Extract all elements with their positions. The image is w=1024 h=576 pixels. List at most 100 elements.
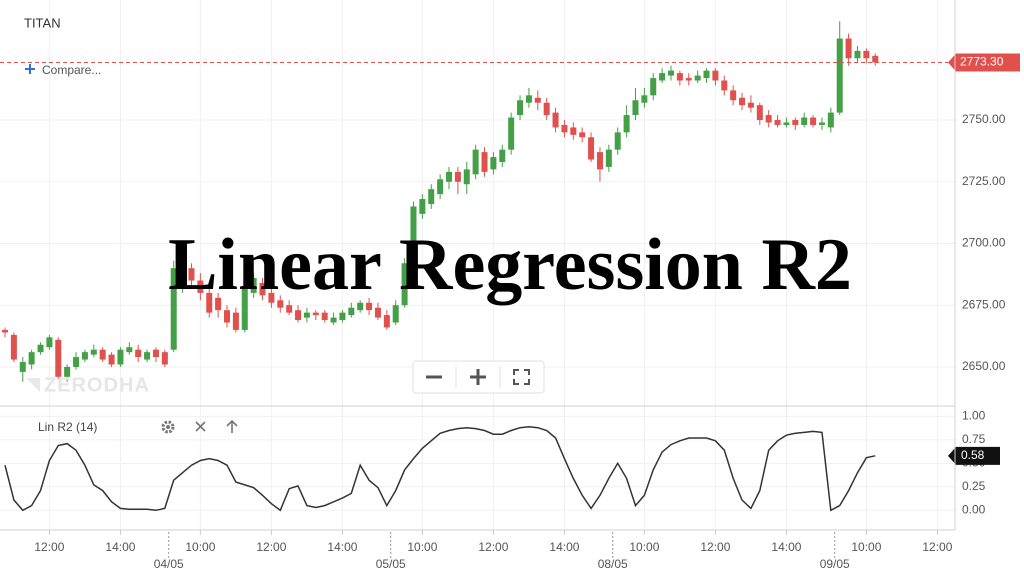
candle-body (81, 352, 88, 360)
candle-body (490, 157, 497, 170)
x-tick-label: 12:00 (256, 540, 286, 554)
last-price-tag (948, 53, 1020, 72)
candle-body (37, 344, 44, 353)
candle-body (588, 137, 595, 160)
candle-body (534, 97, 541, 103)
candle-body (623, 115, 630, 133)
y-tick-label: 2675.00 (962, 297, 1006, 311)
candle-body (650, 78, 657, 96)
candle-body (827, 112, 834, 128)
candle-body (303, 312, 310, 318)
candle-body (641, 95, 648, 103)
candle-body (739, 97, 746, 106)
candle-body (90, 349, 97, 355)
indicator-settings[interactable] (161, 420, 175, 434)
candle-body (730, 90, 737, 101)
candle-body (863, 50, 870, 59)
candle-body (357, 302, 364, 311)
candle-body (845, 38, 852, 59)
candle-body (721, 80, 728, 91)
y-tick-label: 2700.00 (962, 236, 1006, 250)
candle-body (46, 337, 53, 348)
candle-body (232, 312, 239, 330)
last-value-tag (948, 446, 1000, 465)
x-tick-label: 10:00 (185, 540, 215, 554)
candle-body (765, 115, 772, 123)
candle-body (348, 307, 355, 316)
candle-body (144, 352, 151, 360)
indicator-line (4, 425, 876, 512)
x-tick-label: 12:00 (922, 540, 952, 554)
candle-body (685, 78, 692, 81)
candle-body (756, 105, 763, 121)
candle-body (632, 100, 639, 116)
watermark-logo (26, 378, 40, 392)
date-label: 04/05 (154, 557, 184, 571)
candle-body (801, 117, 808, 125)
x-tick-label: 14:00 (771, 540, 801, 554)
candle-body (774, 120, 781, 125)
candle-body (170, 268, 177, 350)
candle-body (836, 38, 843, 113)
candle-body (747, 102, 754, 108)
candle-body (472, 149, 479, 175)
candle-body (366, 302, 373, 311)
candle-body (392, 305, 399, 323)
candle-body (374, 307, 381, 318)
candle-body (241, 287, 248, 330)
x-tick-label: 12:00 (478, 540, 508, 554)
indicator-remove[interactable] (195, 421, 206, 432)
compare[interactable]: Compare... (42, 63, 101, 77)
x-tick-label: 12:00 (34, 540, 64, 554)
y2-tick-label: 0.00 (962, 502, 986, 516)
indicator-move-up[interactable] (226, 419, 238, 433)
candle-body (508, 117, 515, 150)
candle-body (437, 179, 444, 195)
candle-body (321, 312, 328, 321)
candle-body (19, 362, 26, 372)
zoom-in-button[interactable] (470, 369, 486, 385)
date-label: 09/05 (820, 557, 850, 571)
fullscreen-button[interactable] (513, 369, 530, 385)
candle-body (295, 310, 302, 321)
candle-body (552, 112, 559, 128)
x-tick-label: 14:00 (549, 540, 579, 554)
candle-body (854, 50, 861, 59)
candle-body (206, 292, 213, 313)
candle-body (446, 171, 452, 182)
candle-body (596, 152, 603, 170)
last-value-label: 0.58 (961, 448, 985, 462)
x-tick-label: 14:00 (327, 540, 357, 554)
candle-body (286, 305, 293, 313)
candle-body (614, 132, 621, 150)
candle-body (792, 120, 799, 125)
candle-body (108, 354, 115, 365)
x-tick-label: 14:00 (105, 540, 135, 554)
x-tick-label: 12:00 (700, 540, 730, 554)
candle-body (694, 75, 701, 81)
compare-icon[interactable] (25, 64, 35, 74)
candle-body (135, 349, 142, 358)
candle-body (2, 329, 8, 333)
candle-body (570, 127, 577, 135)
candle-body (152, 349, 159, 358)
candle-body (224, 310, 230, 323)
candle-body (454, 171, 461, 182)
candle-body (605, 149, 612, 167)
candle-body (197, 280, 204, 293)
indicator-name: Lin R2 (14) (38, 420, 97, 434)
candle-body (277, 300, 284, 308)
candle-body (703, 70, 710, 79)
candle-body (259, 283, 266, 296)
watermark: ZERODHA (44, 374, 150, 396)
candle-body (712, 70, 719, 81)
candle-body (55, 339, 62, 377)
candle-body (499, 149, 506, 162)
last-price-label: 2773.30 (960, 55, 1004, 69)
candle-body (268, 292, 275, 303)
date-label: 05/05 (376, 557, 406, 571)
x-tick-label: 10:00 (629, 540, 659, 554)
